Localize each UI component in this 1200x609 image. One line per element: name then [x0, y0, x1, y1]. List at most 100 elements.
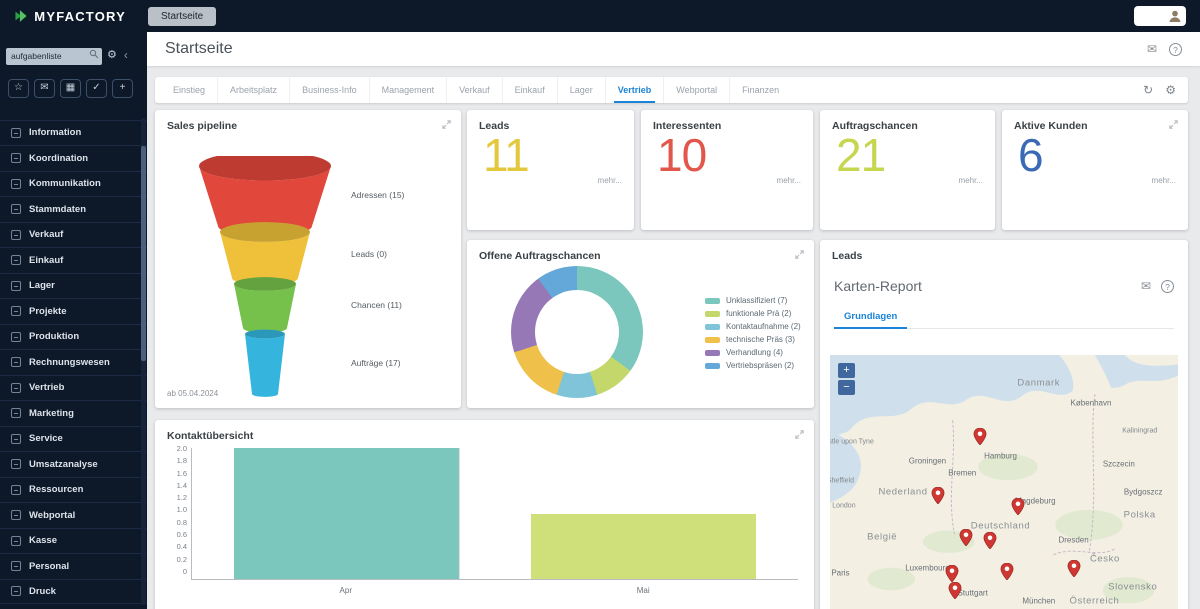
user-avatar[interactable]	[1134, 6, 1186, 26]
kpi-more-link[interactable]: mehr...	[958, 176, 983, 185]
kpi-more-link[interactable]: mehr...	[1151, 176, 1176, 185]
y-tick: 1.8	[176, 456, 187, 466]
map-label-k-benhavn: København	[1070, 398, 1112, 408]
bar-mai[interactable]	[531, 513, 756, 579]
mail-icon[interactable]: ✉	[1140, 279, 1151, 293]
help-icon[interactable]: ?	[1169, 42, 1182, 56]
kpi-value: 11	[483, 129, 530, 181]
brand-logo: MYFACTORY	[0, 7, 140, 25]
sidebar-item-marketing[interactable]: Marketing	[0, 400, 147, 426]
tab-vertrieb[interactable]: Vertrieb	[604, 77, 664, 103]
bars-title: Kontaktübersicht	[167, 430, 254, 442]
tab-einkauf[interactable]: Einkauf	[501, 77, 557, 103]
map-marker[interactable]	[983, 531, 997, 554]
expand-icon[interactable]	[794, 429, 805, 440]
sidebar-item-druck[interactable]: Druck	[0, 578, 147, 604]
add-icon[interactable]: +	[112, 78, 133, 98]
x-axis-label: Apr	[339, 586, 353, 595]
map-marker[interactable]	[1067, 559, 1080, 582]
donut-title: Offene Auftragschancen	[479, 250, 601, 262]
sidebar-item-koordination[interactable]: Koordination	[0, 145, 147, 171]
map-label-belgi: België	[867, 531, 898, 543]
funnel-stage-label: Leads (0)	[351, 249, 387, 259]
map-label-newcastle-upon-tyne: Newcastle upon Tyne	[830, 438, 874, 446]
verkauf-icon	[11, 229, 21, 240]
x-axis-labels: Apr Mai	[191, 586, 798, 598]
calendar-icon[interactable]: ▦	[60, 78, 81, 98]
sidebar-item-kasse[interactable]: Kasse	[0, 527, 147, 554]
tab-verkauf[interactable]: Verkauf	[446, 77, 502, 103]
personal-icon	[11, 561, 21, 572]
map-marker[interactable]	[973, 427, 987, 450]
sidebar-item-kommunikation[interactable]: Kommunikation	[0, 170, 147, 197]
mail-icon[interactable]: ✉	[1146, 42, 1157, 56]
tab-finanzen[interactable]: Finanzen	[729, 77, 791, 103]
donut-hole	[535, 290, 619, 374]
legend-color-chip	[705, 336, 720, 343]
gridline	[458, 448, 460, 579]
help-icon[interactable]: ?	[1161, 279, 1174, 293]
y-tick: 0.6	[176, 530, 187, 540]
sidebar-item-information[interactable]: Information	[0, 119, 147, 146]
zoom-in-button[interactable]: +	[838, 363, 855, 378]
sidebar-item-ressourcen[interactable]: Ressourcen	[0, 476, 147, 503]
zoom-out-button[interactable]: −	[838, 380, 855, 395]
sidebar-item-stammdaten[interactable]: Stammdaten	[0, 196, 147, 222]
tab-lager[interactable]: Lager	[556, 77, 605, 103]
tab-management[interactable]: Management	[368, 77, 447, 103]
sidebar-menu: Information Koordination Kommunikation Stam…	[0, 119, 147, 604]
tab-grundlagen[interactable]: Grundlagen	[834, 307, 908, 329]
tab-arbeitsplatz[interactable]: Arbeitsplatz	[217, 77, 289, 103]
tab-business-info[interactable]: Business-Info	[289, 77, 369, 103]
sidebar-item-verkauf[interactable]: Verkauf	[0, 221, 147, 248]
y-tick: 1.6	[176, 468, 187, 478]
sidebar-item-lager[interactable]: Lager	[0, 272, 147, 299]
bar-apr[interactable]	[234, 448, 459, 579]
map-marker[interactable]	[1001, 562, 1014, 585]
sidebar-item-umsatzanalyse[interactable]: Umsatzanalyse	[0, 451, 147, 477]
map-marker[interactable]	[959, 528, 973, 551]
kpi-more-link[interactable]: mehr...	[776, 176, 801, 185]
refresh-icon[interactable]: ↻	[1143, 83, 1154, 97]
tab-webportal[interactable]: Webportal	[663, 77, 729, 103]
topbar-tab-startseite[interactable]: Startseite	[148, 6, 217, 26]
sidebar-item-webportal[interactable]: Webportal	[0, 502, 147, 528]
kpi-value: 6	[1018, 129, 1044, 181]
sidebar-item-produktion[interactable]: Produktion	[0, 323, 147, 350]
search-input[interactable]	[6, 47, 102, 65]
sidebar-item-label: Stammdaten	[29, 203, 87, 215]
sidebar-settings-icon[interactable]: ⚙	[107, 48, 117, 61]
legend-item: technische Präs (3)	[705, 333, 801, 346]
sidebar-item-einkauf[interactable]: Einkauf	[0, 247, 147, 273]
search-icon	[89, 49, 99, 59]
sidebar-item-vertrieb[interactable]: Vertrieb	[0, 374, 147, 401]
map-marker[interactable]	[931, 486, 945, 509]
map-marker[interactable]	[1011, 497, 1025, 520]
map-marker[interactable]	[945, 565, 959, 587]
sidebar-item-service[interactable]: Service	[0, 425, 147, 452]
kpi-more-link[interactable]: mehr...	[597, 176, 622, 185]
tab-einstieg[interactable]: Einstieg	[173, 85, 206, 95]
sidebar-item-label: Personal	[29, 560, 70, 572]
sidebar-item-rechnungswesen[interactable]: Rechnungswesen	[0, 349, 147, 375]
expand-icon[interactable]	[1168, 119, 1179, 130]
map-marker[interactable]	[948, 581, 962, 604]
check-icon[interactable]: ✓	[86, 78, 107, 98]
sidebar-item-personal[interactable]: Personal	[0, 553, 147, 579]
webportal-icon	[11, 510, 21, 521]
sidebar-item-projekte[interactable]: Projekte	[0, 298, 147, 324]
kontaktuebersicht-card: Kontaktübersicht 2.0 1.8 1.6 1.4 1.2 1.0 0.8 0.…	[155, 420, 814, 609]
settings-icon[interactable]: ⚙	[1165, 83, 1176, 97]
legend-label: Vertriebspräsen (2)	[726, 361, 795, 370]
favorite-icon[interactable]: ☆	[8, 78, 29, 98]
kpi-title: Aktive Kunden	[1014, 120, 1088, 132]
sidebar-scrollbar[interactable]	[141, 118, 146, 605]
sidebar-collapse-icon[interactable]: ‹	[123, 48, 128, 63]
map[interactable]: + − Danmark København Kaliningrad Newcastle…	[830, 355, 1178, 609]
sidebar-scrollbar-thumb[interactable]	[141, 146, 146, 361]
expand-icon[interactable]	[441, 119, 452, 130]
page-title: Startseite	[165, 40, 233, 57]
map-label-paris: Paris	[831, 568, 850, 578]
expand-icon[interactable]	[794, 249, 805, 260]
mail-icon[interactable]: ✉	[34, 78, 55, 98]
